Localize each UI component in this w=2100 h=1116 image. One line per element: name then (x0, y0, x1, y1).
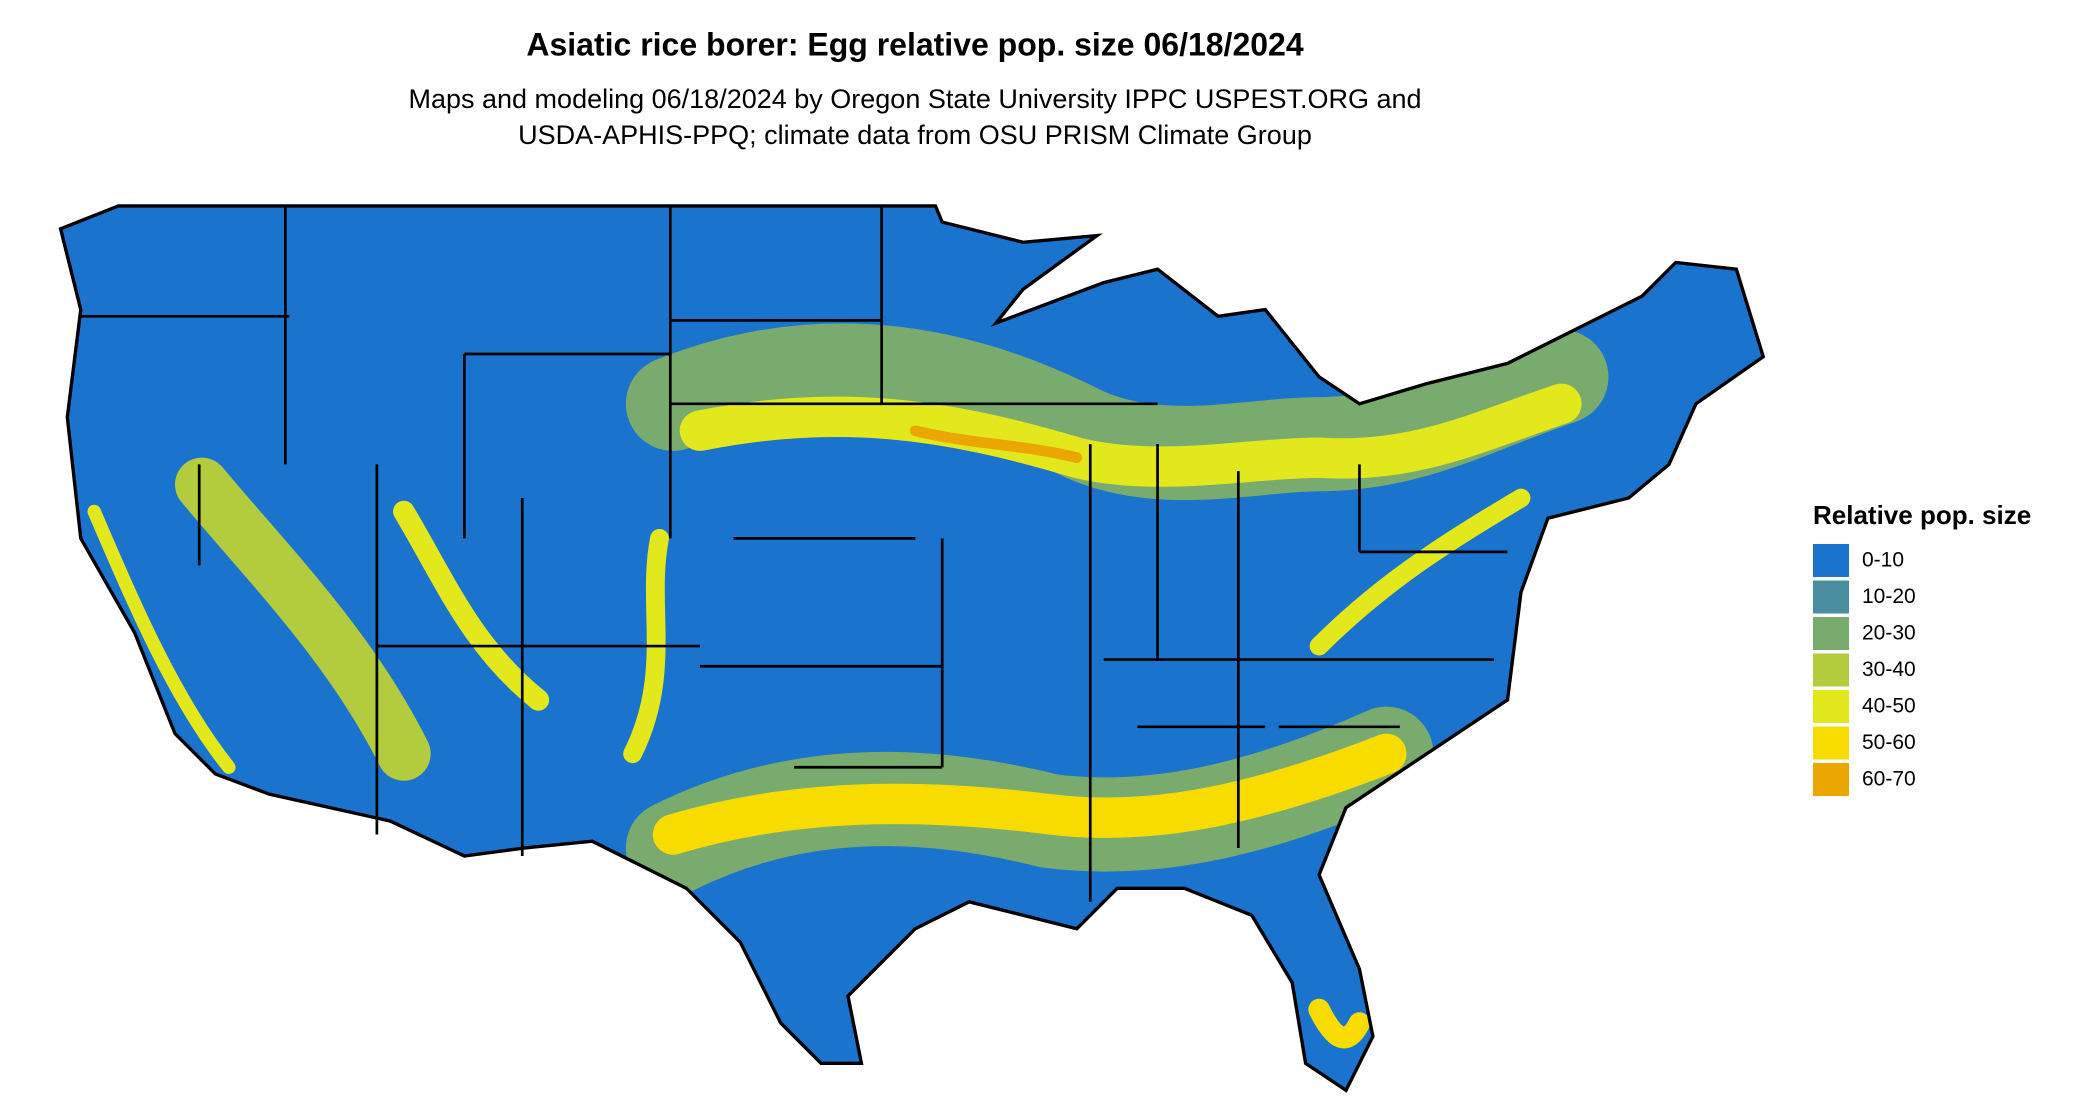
legend-label: 40-50 (1862, 695, 1916, 718)
legend-swatch (1813, 653, 1849, 687)
legend-title: Relative pop. size (1813, 500, 2031, 530)
legend-label: 0-10 (1862, 549, 1904, 572)
legend-swatch (1813, 690, 1849, 723)
legend-label: 50-60 (1862, 731, 1916, 754)
us-map (58, 204, 1765, 1092)
legend-swatch (1813, 580, 1849, 614)
map-subtitle: Maps and modeling 06/18/2024 by Oregon S… (408, 84, 1421, 114)
legend-label: 30-40 (1862, 658, 1916, 681)
map-subtitle: USDA-APHIS-PPQ; climate data from OSU PR… (518, 120, 1312, 150)
legend-label: 20-30 (1862, 622, 1916, 645)
legend-swatch (1813, 617, 1849, 650)
legend-swatch (1813, 726, 1849, 760)
map-title: Asiatic rice borer: Egg relative pop. si… (526, 26, 1303, 62)
legend-swatch (1813, 544, 1849, 577)
legend-label: 10-20 (1862, 585, 1916, 608)
legend-swatch (1813, 763, 1849, 796)
legend: Relative pop. size 0-10 10-20 20-30 30-40 40… (1813, 500, 2031, 796)
legend-label: 60-70 (1862, 768, 1916, 791)
